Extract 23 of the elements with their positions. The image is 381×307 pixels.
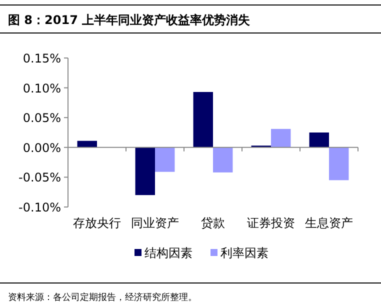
x-tick-label: 同业资产 <box>131 216 179 230</box>
y-tick-label: 0.05% <box>22 111 61 126</box>
y-tick-label: 0.10% <box>22 81 61 96</box>
y-tick-label: -0.10% <box>18 200 61 214</box>
bar <box>155 147 175 172</box>
text: 资料来源：各公司定期报告，经济研究所整理。 <box>8 292 197 303</box>
y-tick-label: 0.00% <box>22 140 61 155</box>
bar <box>309 132 329 148</box>
x-tick-label: 证券投资 <box>247 216 295 230</box>
bar <box>135 147 155 196</box>
chart-title: 图 8：2017 上半年同业资产收益率优势消失 <box>8 13 252 27</box>
x-tick-label: 存放央行 <box>73 216 121 230</box>
x-tick-label: 生息资产 <box>305 216 353 230</box>
bar <box>213 147 233 172</box>
bar <box>271 128 291 148</box>
legend-label: 利率因素 <box>220 246 268 260</box>
legend-label: 结构因素 <box>144 246 192 260</box>
bar <box>193 92 213 148</box>
y-tick-label: 0.15% <box>22 52 61 66</box>
bar <box>329 147 349 180</box>
y-tick-label: -0.05% <box>18 170 61 185</box>
x-tick-label: 贷款 <box>201 216 225 230</box>
bar <box>77 140 97 148</box>
